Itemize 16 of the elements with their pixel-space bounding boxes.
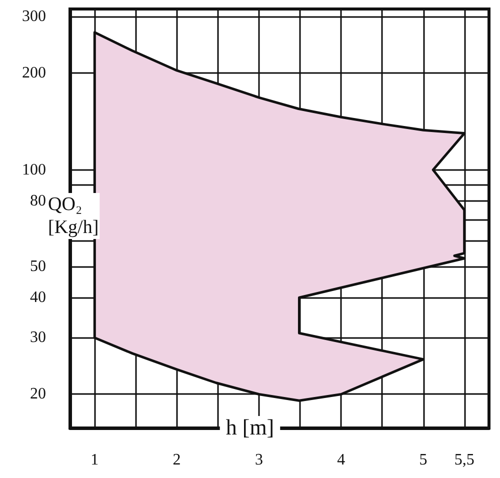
x-tick-label: 4 [337,452,346,468]
y-tick-label: 40 [30,289,46,306]
y-axis-title: QO₂ [Kg/h] [48,194,99,238]
x-tick-label: 1 [90,452,99,468]
x-tick-label: 5,5 [454,452,474,468]
x-tick-label: 2 [172,452,181,468]
y-tick-label: 300 [22,8,46,26]
x-tick-label: 5 [419,452,428,468]
y-tick-label: 20 [30,386,46,403]
y-tick-label: 100 [22,161,46,178]
y-tick-label: 200 [22,64,46,82]
x-tick-label: 3 [254,452,263,468]
y-tick-label: 30 [30,329,46,346]
y-tick-label: 80 [30,192,46,210]
x-axis-title: h [m] [226,414,274,440]
y-tick-label: 50 [30,258,46,275]
